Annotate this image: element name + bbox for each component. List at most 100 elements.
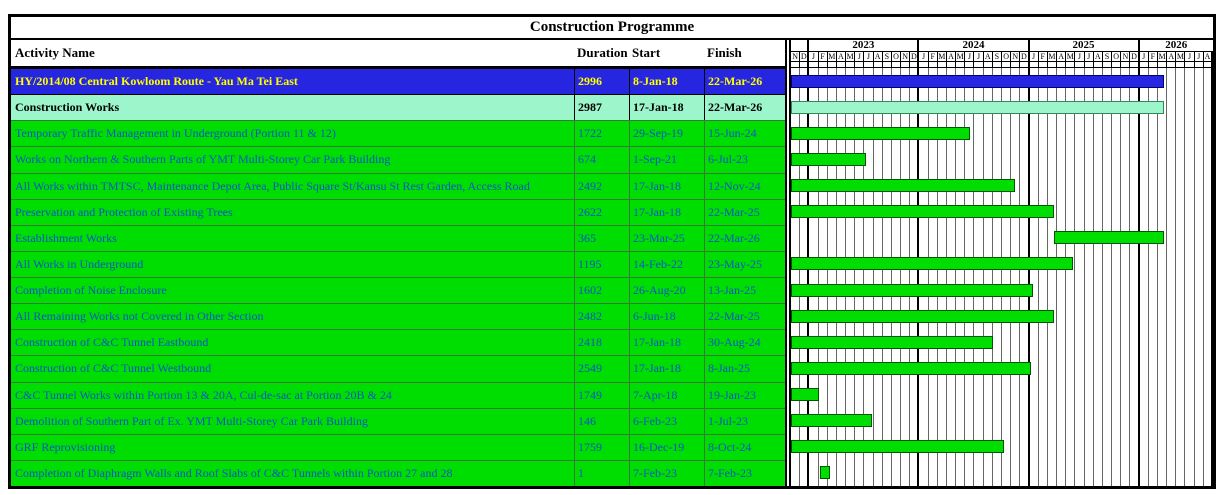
tick-cell [1176, 62, 1186, 67]
tick-cell [1140, 62, 1149, 67]
month-cell: A [874, 52, 883, 61]
grid-line [1094, 68, 1103, 486]
tick-cell [984, 62, 993, 67]
month-cell: D [1020, 52, 1030, 61]
month-cell: N [901, 52, 911, 61]
gantt-bar [791, 361, 1032, 375]
month-cell: J [1030, 52, 1039, 61]
month-cell: A [1094, 52, 1103, 61]
activity-table: Activity Name Duration Start Finish HY/2… [11, 40, 787, 486]
activity-cell: Construction of C&C Tunnel Eastbound [11, 329, 575, 356]
month-cell: J [855, 52, 865, 61]
month-cell: D [800, 52, 810, 61]
grid-line [1002, 68, 1012, 486]
gantt-bar [791, 152, 867, 166]
gantt-bar [791, 205, 1055, 219]
duration-cell: 1749 [575, 381, 630, 408]
grid-line [1176, 68, 1186, 486]
tick-cell [1204, 62, 1213, 67]
finish-cell: 13-Jan-25 [705, 277, 785, 303]
month-cell: A [984, 52, 993, 61]
month-cell: F [929, 52, 938, 61]
duration-cell: 2622 [575, 198, 630, 225]
report-body: Activity Name Duration Start Finish HY/2… [11, 40, 1213, 486]
tick-cell [1167, 62, 1177, 67]
month-cell: M [956, 52, 966, 61]
tick-cell [1002, 62, 1012, 67]
grid-line [809, 68, 819, 486]
month-cell: A [1057, 52, 1067, 61]
tick-cell [883, 62, 892, 67]
tick-cell [1130, 62, 1140, 67]
grid-line [956, 68, 966, 486]
month-cell: N [1121, 52, 1131, 61]
start-cell: 16-Dec-19 [630, 433, 705, 460]
axis-tick-strip [791, 62, 1213, 68]
duration-cell: 1722 [575, 120, 630, 147]
activity-cell: Completion of Noise Enclosure [11, 277, 575, 304]
grid-line [993, 68, 1002, 486]
gantt-bar [791, 74, 1165, 88]
finish-cell: 23-May-25 [705, 250, 785, 277]
month-cell: D [1130, 52, 1140, 61]
start-cell: 1-Sep-21 [630, 146, 705, 173]
tick-cell [1103, 62, 1113, 67]
start-cell: 26-Aug-20 [630, 277, 705, 304]
activity-cell: Works on Northern & Southern Parts of YM… [11, 146, 575, 173]
start-cell: 17-Jan-18 [630, 172, 705, 199]
month-cell: J [1185, 52, 1195, 61]
table-row: Demolition of Southern Part of Ex. YMT M… [11, 407, 785, 434]
finish-cell: 8-Oct-24 [705, 433, 785, 460]
year-axis: 2023 2024 2025 2026 [791, 40, 1213, 52]
finish-cell: 1-Jul-23 [705, 407, 785, 434]
gantt-bar [1054, 231, 1165, 245]
grid-line [1020, 68, 1030, 486]
activity-cell: All Remaining Works not Covered in Other… [11, 303, 575, 330]
table-row: Works on Northern & Southern Parts of YM… [11, 146, 785, 173]
column-header-finish: Finish [707, 45, 742, 60]
month-cell: J [864, 52, 874, 61]
month-cell: O [1112, 52, 1122, 61]
grid-line [846, 68, 856, 486]
month-cell: N [791, 52, 801, 61]
grid-line [1158, 68, 1168, 486]
duration-cell: 2492 [575, 172, 630, 199]
table-row: Construction of C&C Tunnel Eastbound 2418… [11, 329, 785, 356]
tick-cell [1011, 62, 1021, 67]
tick-cell [1048, 62, 1058, 67]
table-row: All Remaining Works not Covered in Other… [11, 303, 785, 330]
grid-line [837, 68, 847, 486]
start-cell: 17-Jan-18 [630, 198, 705, 225]
grid-line [1185, 68, 1195, 486]
start-cell: 14-Feb-22 [630, 250, 705, 277]
activity-cell: All Works in Underground [11, 250, 575, 277]
grid-line [901, 68, 911, 486]
table-row: GRF Reprovisioning 1759 16-Dec-19 8-Oct-24 [11, 433, 785, 460]
month-cell: F [1039, 52, 1048, 61]
finish-cell: 22-Mar-26 [705, 224, 785, 251]
start-cell: 8-Jan-18 [630, 68, 705, 95]
month-cell: A [837, 52, 847, 61]
activity-cell: Establishment Works [11, 224, 575, 251]
column-header-activity: Activity Name [15, 45, 95, 60]
tick-cell [947, 62, 957, 67]
tick-cell [1121, 62, 1131, 67]
tick-cell [1030, 62, 1039, 67]
tick-cell [929, 62, 938, 67]
grid-line [1195, 68, 1204, 486]
grid-line [1066, 68, 1076, 486]
activity-cell: Demolition of Southern Part of Ex. YMT M… [11, 407, 575, 434]
gantt-bar [791, 414, 872, 428]
table-row: All Works within TMTSC, Maintenance Depo… [11, 172, 785, 199]
month-cell: O [1002, 52, 1012, 61]
grid-line [1103, 68, 1113, 486]
month-cell: M [1158, 52, 1168, 61]
grid-line [1112, 68, 1122, 486]
report-title: Construction Programme [11, 17, 1213, 40]
tick-cell [901, 62, 911, 67]
grid-line [965, 68, 975, 486]
table-row: Completion of Noise Enclosure 1602 26-Aug-… [11, 277, 785, 304]
tick-cell [1158, 62, 1168, 67]
table-rows: HY/2014/08 Central Kowloom Route - Yau M… [11, 68, 785, 486]
